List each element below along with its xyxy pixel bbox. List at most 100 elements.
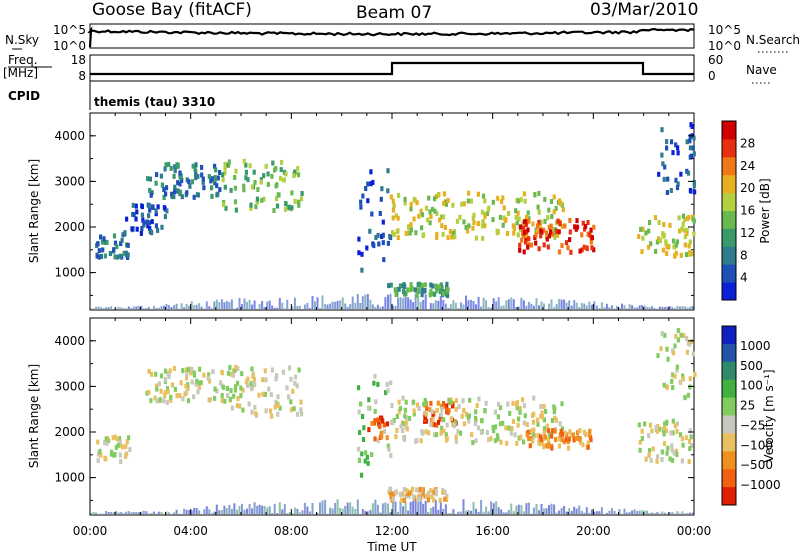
range-cell (163, 390, 167, 396)
ground-scatter-cell (225, 300, 228, 309)
range-cell (662, 382, 666, 388)
range-cell (432, 490, 436, 495)
range-cell (442, 428, 446, 434)
range-cell (534, 240, 538, 246)
range-cell (693, 372, 697, 377)
range-cell (466, 198, 470, 204)
ground-scatter-cell (449, 304, 452, 309)
ground-scatter-cell (142, 510, 145, 514)
range-cell (560, 437, 564, 443)
range-cell (691, 216, 695, 222)
range-cell (394, 292, 398, 298)
range-cell (418, 281, 422, 287)
ground-scatter-cell (434, 499, 437, 514)
ground-scatter-cell (157, 307, 160, 309)
range-cell (514, 214, 518, 220)
range-cell (660, 457, 664, 463)
range-cell (247, 401, 251, 407)
range-cell (464, 225, 468, 230)
range-cell (408, 230, 412, 236)
range-cell (641, 226, 645, 232)
ground-scatter-cell (253, 300, 256, 309)
ground-scatter-cell (535, 298, 538, 309)
range-cell (409, 222, 413, 228)
range-cell (115, 254, 120, 260)
range-cell (210, 176, 215, 182)
ground-scatter-cell (258, 304, 261, 309)
freq-unit: [MHz] (3, 66, 38, 80)
range-cell (99, 234, 103, 240)
range-cell (438, 217, 442, 223)
range-cell (242, 158, 246, 164)
range-cell (187, 179, 191, 185)
range-cell (586, 440, 590, 446)
freq-line (90, 61, 694, 76)
range-cell (391, 198, 395, 204)
ground-scatter-cell (568, 300, 571, 309)
ground-scatter-cell (397, 512, 399, 514)
range-cell (188, 183, 192, 189)
ground-scatter-cell (273, 503, 276, 514)
range-cell (252, 376, 256, 382)
range-cell (232, 393, 236, 399)
range-cell (505, 231, 510, 236)
ground-scatter-cell (636, 511, 639, 514)
range-cell (429, 282, 433, 288)
noise-left-label: N.Sky (5, 33, 39, 47)
range-cell (367, 427, 371, 433)
range-cell (125, 216, 129, 222)
range-cell (483, 213, 487, 219)
ground-scatter-cell (193, 508, 196, 514)
ground-scatter-cell (500, 509, 503, 514)
range-cell (436, 400, 440, 406)
ground-scatter-cell (585, 305, 588, 309)
ground-scatter-cell (618, 509, 621, 514)
ground-scatter-cell (316, 297, 319, 309)
range-cell (279, 167, 283, 173)
range-cell (675, 367, 679, 373)
ground-scatter-cell (198, 510, 201, 514)
range-cell (364, 186, 368, 191)
ground-scatter-cell (691, 512, 694, 514)
range-cell (479, 429, 484, 435)
range-cell (454, 398, 458, 404)
ground-scatter-cell (663, 512, 666, 514)
ground-scatter-cell (120, 511, 123, 514)
ground-scatter-cell (470, 299, 472, 309)
range-cell (536, 421, 540, 427)
range-cell (376, 232, 380, 238)
ground-scatter-cell (633, 509, 636, 514)
ground-scatter-cell (233, 503, 236, 514)
range-cell (649, 241, 653, 247)
range-cell (255, 196, 260, 202)
range-cell (686, 392, 690, 398)
range-cell (669, 430, 673, 436)
ground-scatter-cell (638, 305, 641, 309)
range-cell (683, 242, 687, 248)
range-cell (547, 207, 551, 213)
range-cell (638, 447, 642, 453)
ground-scatter-cell (512, 511, 515, 514)
range-cell (560, 243, 564, 249)
range-cell (197, 380, 201, 386)
range-cell (648, 422, 652, 428)
range-cell (688, 188, 692, 193)
range-cell (657, 220, 661, 225)
range-cell (392, 232, 396, 238)
range-cell (668, 456, 672, 462)
range-cell (98, 448, 102, 454)
range-cell (283, 206, 288, 212)
range-cell (481, 219, 485, 224)
range-cell (194, 162, 198, 168)
ground-scatter-cell (394, 305, 397, 309)
ground-scatter-cell (449, 513, 452, 514)
colorbar-swatch (722, 326, 736, 345)
y-tick-label: 3000 (54, 174, 85, 188)
range-cell (250, 409, 254, 415)
range-cell (163, 368, 168, 374)
ground-scatter-cell (641, 510, 644, 514)
range-cell (644, 230, 648, 236)
y-tick-label: 4000 (54, 129, 85, 143)
range-cell (380, 186, 384, 192)
range-cell (118, 452, 122, 458)
